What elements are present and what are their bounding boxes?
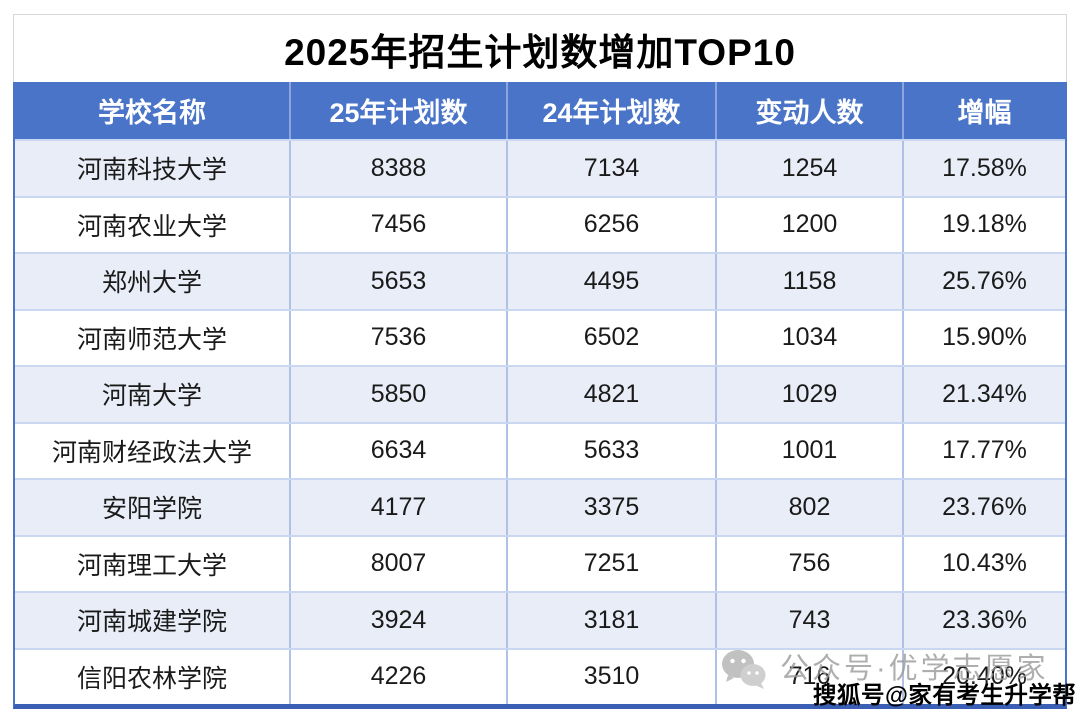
table-header-row: 学校名称 25年计划数 24年计划数 变动人数 增幅 [15, 82, 1065, 139]
cell-school-name: 河南理工大学 [76, 551, 227, 580]
cell-plan-2024: 6256 [506, 197, 715, 252]
cell-growth: 15.90% [902, 310, 1065, 365]
cell-school-name: 河南农业大学 [76, 212, 227, 241]
cell-school-name: 河南师范大学 [76, 325, 227, 354]
cell-change: 1029 [715, 367, 902, 422]
cell-change: 1254 [715, 141, 902, 196]
cell-plan-2025: 6634 [289, 423, 506, 478]
table-row: 安阳学院 4177 3375 802 23.76% [15, 478, 1065, 535]
cell-growth: 19.18% [902, 197, 1065, 252]
cell-plan-2025: 3924 [289, 593, 506, 648]
table-body: 河南科技大学 8388 7134 1254 17.58% 河南农业大学 7456… [15, 139, 1065, 704]
cell-school-name: 郑州大学 [101, 269, 202, 298]
cell-change: 802 [715, 480, 902, 535]
cell-growth: 17.58% [902, 141, 1065, 196]
cell-plan-2025: 8007 [289, 536, 506, 591]
table-row: 信阳农林学院 4226 3510 716 20.40% [15, 647, 1065, 704]
cell-plan-2024: 3375 [506, 480, 715, 535]
cell-plan-2025: 4177 [289, 480, 506, 535]
cell-growth: 10.43% [902, 536, 1065, 591]
column-header-growth: 增幅 [902, 82, 1065, 139]
cell-change: 1200 [715, 197, 902, 252]
cell-plan-2024: 7134 [506, 141, 715, 196]
column-header-plan-2024: 24年计划数 [506, 82, 715, 139]
cell-school-name: 河南科技大学 [76, 156, 227, 185]
cell-change: 1001 [715, 423, 902, 478]
cell-school-name: 安阳学院 [101, 495, 202, 524]
cell-plan-2024: 4495 [506, 254, 715, 309]
cell-plan-2024: 3510 [506, 649, 715, 704]
cell-plan-2025: 4226 [289, 649, 506, 704]
column-header-change: 变动人数 [715, 82, 902, 139]
table-row: 郑州大学 5653 4495 1158 25.76% [15, 252, 1065, 309]
cell-change: 756 [715, 536, 902, 591]
cell-plan-2024: 4821 [506, 367, 715, 422]
column-header-plan-2025: 25年计划数 [289, 82, 506, 139]
cell-change: 1034 [715, 310, 902, 365]
cell-plan-2024: 5633 [506, 423, 715, 478]
cell-plan-2025: 5653 [289, 254, 506, 309]
cell-school-name: 河南财经政法大学 [51, 438, 252, 467]
page-title: 2025年招生计划数增加TOP10 [13, 14, 1067, 82]
top10-table: 2025年招生计划数增加TOP10 学校名称 25年计划数 24年计划数 变动人… [13, 14, 1067, 709]
cell-growth: 23.76% [902, 480, 1065, 535]
cell-school-name: 河南大学 [101, 382, 202, 411]
cell-plan-2025: 7456 [289, 197, 506, 252]
cell-change: 716 [715, 649, 902, 704]
column-header-school: 学校名称 [98, 98, 206, 128]
cell-plan-2025: 8388 [289, 141, 506, 196]
cell-plan-2024: 3181 [506, 593, 715, 648]
cell-change: 1158 [715, 254, 902, 309]
table-row: 河南财经政法大学 6634 5633 1001 17.77% [15, 421, 1065, 478]
table-row: 河南大学 5850 4821 1029 21.34% [15, 365, 1065, 422]
cell-plan-2025: 7536 [289, 310, 506, 365]
table-row: 河南农业大学 7456 6256 1200 19.18% [15, 195, 1065, 252]
table-row: 河南师范大学 7536 6502 1034 15.90% [15, 308, 1065, 365]
cell-change: 743 [715, 593, 902, 648]
cell-growth: 17.77% [902, 423, 1065, 478]
cell-school-name: 河南城建学院 [76, 608, 227, 637]
cell-plan-2025: 5850 [289, 367, 506, 422]
cell-growth: 20.40% [902, 649, 1065, 704]
cell-school-name: 信阳农林学院 [76, 664, 227, 693]
table-row: 河南城建学院 3924 3181 743 23.36% [15, 591, 1065, 648]
cell-plan-2024: 6502 [506, 310, 715, 365]
table-row: 河南科技大学 8388 7134 1254 17.58% [15, 139, 1065, 196]
cell-growth: 23.36% [902, 593, 1065, 648]
cell-growth: 25.76% [902, 254, 1065, 309]
cell-growth: 21.34% [902, 367, 1065, 422]
cell-plan-2024: 7251 [506, 536, 715, 591]
table-row: 河南理工大学 8007 7251 756 10.43% [15, 534, 1065, 591]
table-grid: 学校名称 25年计划数 24年计划数 变动人数 增幅 河南科技大学 8388 7… [13, 82, 1067, 709]
